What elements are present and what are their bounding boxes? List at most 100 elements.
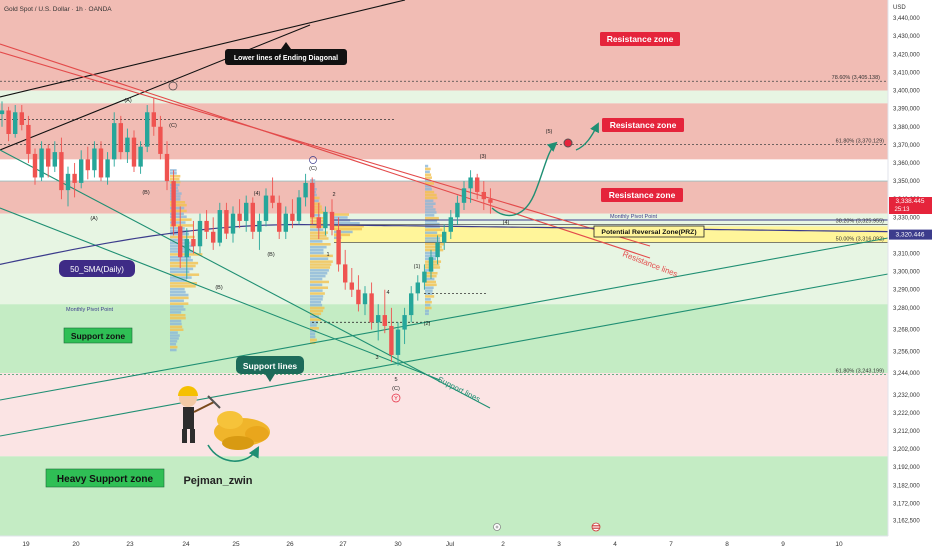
volume-bar (310, 245, 327, 249)
volume-bar (310, 277, 323, 281)
price-tick-label: 3,440,000 (893, 16, 920, 22)
price-tick-label: 3,232,000 (893, 393, 920, 399)
candle-body (230, 213, 236, 234)
volume-bar (310, 263, 332, 266)
time-tick-label: 23 (126, 541, 134, 548)
ending-diagonal-upper-line (0, 0, 406, 98)
candle-body (329, 211, 335, 230)
candle-body (395, 329, 401, 355)
volume-bar (170, 276, 192, 279)
volume-bar (310, 289, 323, 292)
svg-text:Resistance zone: Resistance zone (609, 190, 676, 200)
volume-bar (170, 258, 193, 262)
candle-body (0, 110, 5, 115)
volume-bar (425, 173, 432, 177)
candle-body (19, 112, 24, 125)
candle-body (349, 282, 354, 290)
volume-bar (170, 285, 196, 288)
candle-body (376, 315, 381, 323)
price-tick-label: 3,370,000 (893, 143, 920, 149)
fib-level-label: 61.80% (3,370.129) (836, 139, 884, 145)
candle-body (257, 220, 262, 232)
time-tick-label: 10 (835, 541, 843, 548)
volume-bar (425, 283, 437, 287)
sma-label: 50_SMA(Daily) (59, 260, 135, 277)
candle-body (283, 213, 288, 232)
volume-bar (170, 203, 187, 207)
wave-label: (4) (254, 191, 261, 197)
svg-text:Potential Reversal Zone(PRZ): Potential Reversal Zone(PRZ) (601, 229, 696, 236)
volume-bar (170, 177, 180, 181)
time-tick-label: 26 (286, 541, 294, 548)
volume-bar (310, 335, 316, 339)
candle-body (211, 231, 216, 243)
candle-body (125, 137, 130, 153)
wave-labels: (A) (B) (C) (4) (B) (C) 2 1 4 3 5 (1) (2) (3) (4) (5) (A… (90, 81, 553, 403)
volume-bar (425, 289, 433, 292)
us-flag-icon[interactable] (591, 522, 601, 532)
resistance-label-top: Resistance zone (600, 32, 680, 46)
volume-bar (170, 221, 186, 224)
wave-label: (5) (546, 129, 553, 135)
price-tick-label: 3,360,000 (893, 161, 920, 167)
candle-body (382, 315, 387, 326)
volume-bar (170, 212, 184, 216)
volume-bar (334, 224, 364, 228)
volume-bar (170, 174, 181, 178)
price-tick-label: 3,202,000 (893, 447, 920, 453)
volume-bar (170, 273, 200, 276)
chart-title: Gold Spot / U.S. Dollar · 1h · OANDA (4, 6, 112, 13)
volume-bar (425, 187, 432, 191)
svg-text:Support lines: Support lines (243, 361, 298, 371)
target-marker (563, 138, 573, 148)
volume-bar (310, 338, 317, 342)
wave-label: (A) (124, 98, 132, 104)
volume-bar (170, 313, 186, 317)
wave-circle (168, 81, 178, 91)
volume-bar (425, 295, 435, 298)
resistance-line-1 (0, 43, 651, 259)
volume-bar (310, 251, 324, 255)
wave-label: (B) (142, 190, 150, 196)
wave-label: 3 (375, 355, 378, 361)
volume-bar (334, 230, 353, 234)
volume-bar (170, 308, 186, 311)
volume-bar (425, 170, 430, 174)
candle-body (323, 211, 328, 229)
volume-bar (310, 208, 323, 211)
candle-body (46, 148, 51, 167)
candle-body (65, 173, 71, 191)
volume-bar (170, 334, 180, 337)
wave-label: (C) (309, 166, 317, 172)
volume-bar (170, 299, 184, 303)
monthly-pivot-label: Monthly Pivot Point (66, 307, 114, 313)
volume-bar (425, 214, 435, 217)
volume-bar (170, 235, 195, 239)
volume-bar (310, 196, 320, 200)
volume-bar (170, 348, 177, 352)
price-tick-label: 3,330,000 (893, 215, 920, 221)
calendar-icon[interactable] (493, 523, 501, 531)
projection-arrow (491, 141, 558, 217)
candle-body (422, 271, 427, 283)
currency-label: USD (893, 5, 906, 11)
candle-body (250, 202, 255, 232)
volume-bar (170, 331, 178, 334)
volume-bar (425, 243, 445, 246)
volume-bar (310, 243, 331, 246)
candle-body (178, 226, 183, 258)
time-ticks: 19 20 23 24 25 26 27 30 Jul 2 3 4 7 8 9 10 (22, 541, 843, 548)
volume-bar (425, 205, 434, 208)
volume-bar (310, 257, 329, 261)
candle-body (151, 112, 156, 127)
volume-bar (425, 167, 431, 171)
volume-bar (170, 279, 187, 282)
price-axis (888, 0, 932, 550)
price-tick-label: 3,380,000 (893, 125, 920, 131)
fib-level-label: 38.20% (3,325.955) (836, 219, 884, 225)
support-lines-label: Support lines (236, 356, 304, 382)
resistance-zone-lower (0, 181, 888, 214)
svg-text:Resistance zone: Resistance zone (610, 120, 677, 130)
candle-body (237, 213, 242, 221)
candle-body (184, 239, 189, 258)
